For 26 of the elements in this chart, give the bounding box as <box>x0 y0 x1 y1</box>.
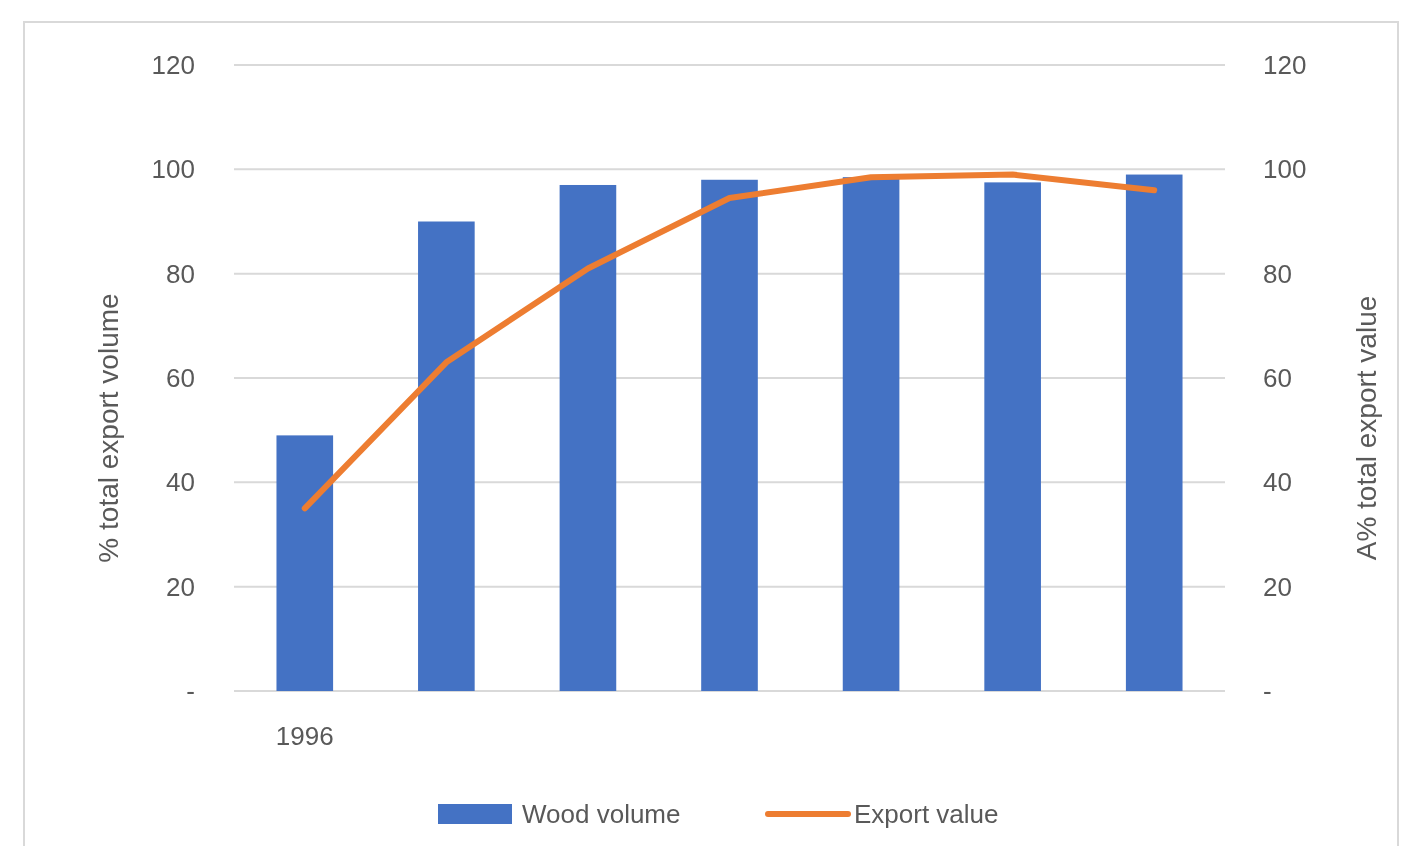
y2-tick-label: - <box>1263 676 1272 706</box>
y-tick-label: 20 <box>166 571 195 602</box>
y2-tick-label: 60 <box>1263 363 1292 393</box>
legend-label: Export value <box>854 799 999 829</box>
y-tick-label: - <box>186 676 195 706</box>
bar <box>842 177 900 691</box>
y-tick-label: 40 <box>166 467 195 498</box>
bar <box>418 221 475 691</box>
bar <box>984 182 1041 691</box>
y-axis-title: % total export volume <box>92 293 124 563</box>
y-tick-label: 100 <box>151 154 195 185</box>
x-tick-label: 1996 <box>275 721 334 751</box>
y2-tick-label: 20 <box>1263 571 1292 602</box>
bar <box>1125 174 1183 691</box>
y2-axis-title: A% total export value <box>1350 295 1382 561</box>
bar <box>701 179 758 691</box>
y2-tick-label: 40 <box>1263 467 1292 498</box>
y2-tick-label: 100 <box>1263 154 1307 185</box>
y-tick-label: 120 <box>151 50 195 80</box>
legend-label: Wood volume <box>522 799 681 829</box>
y2-tick-label: 80 <box>1263 258 1292 289</box>
bar <box>559 184 617 691</box>
y-tick-label: 60 <box>166 363 195 393</box>
y2-tick-label: 120 <box>1263 50 1307 80</box>
bar <box>276 435 334 691</box>
y-tick-label: 80 <box>166 258 195 289</box>
